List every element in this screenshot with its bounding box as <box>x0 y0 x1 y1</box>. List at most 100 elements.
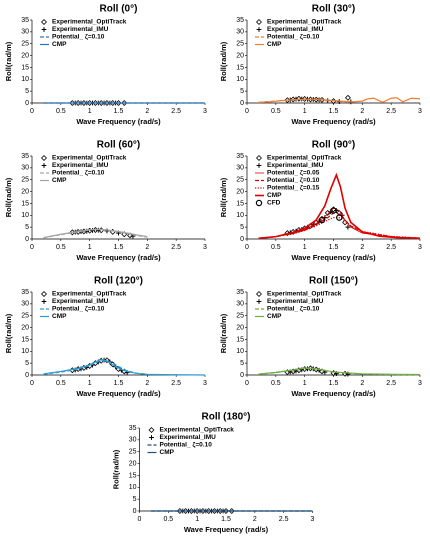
legend-label: CMP <box>160 449 175 456</box>
legend-symbol <box>256 291 262 297</box>
x-tick-label: 1 <box>88 244 92 251</box>
legend-label: Potential_ ζ=0.10 <box>267 177 320 184</box>
x-tick-label: 3 <box>203 108 207 115</box>
x-tick-label: 0 <box>30 380 34 387</box>
x-tick-label: 2.5 <box>386 380 396 387</box>
x-tick-label: 2 <box>145 380 149 387</box>
x-axis-label: Wave Frequency (rad/s) <box>291 253 376 262</box>
y-axis-label: Roll(rad/m) <box>219 313 228 353</box>
y-tick-label: 10 <box>21 348 29 355</box>
legend-symbol <box>256 155 262 161</box>
axes <box>31 292 205 376</box>
x-tick-label: 1.5 <box>221 516 231 523</box>
legend-label: Experimental_IMU <box>160 434 217 441</box>
axes <box>246 292 420 376</box>
legend-label: Potential_ ζ=0.15 <box>267 185 320 192</box>
series-line <box>258 172 421 240</box>
x-axis-label: Wave Frequency (rad/s) <box>184 525 269 534</box>
y-tick-label: 5 <box>240 360 244 367</box>
x-tick-label: 0 <box>245 244 249 251</box>
y-tick-label: 25 <box>21 313 29 320</box>
x-tick-label: 2 <box>360 244 364 251</box>
y-tick-label: 0 <box>240 100 244 107</box>
legend-label: CMP <box>267 313 282 320</box>
series-line <box>258 97 421 104</box>
y-tick-label: 25 <box>236 177 244 184</box>
y-tick-label: 15 <box>21 336 29 343</box>
x-tick-label: 1.5 <box>329 108 339 115</box>
legend-label: CMP <box>267 41 282 48</box>
x-tick-label: 1 <box>88 380 92 387</box>
axes <box>246 156 420 240</box>
x-tick-label: 0.5 <box>271 244 281 251</box>
x-tick-label: 0.5 <box>56 244 66 251</box>
x-tick-label: 1 <box>303 108 307 115</box>
legend-symbol <box>41 155 47 161</box>
chart-title: Roll (90°) <box>312 140 355 151</box>
x-tick-label: 2 <box>360 108 364 115</box>
legend-label: Potential_ ζ=0.10 <box>52 170 105 177</box>
data-point <box>104 228 110 234</box>
y-tick-label: 35 <box>236 289 244 296</box>
chart-panel: Roll (150°) Roll(rad/m) Wave Frequency (ra… <box>219 276 422 398</box>
y-tick-label: 15 <box>129 472 137 479</box>
y-tick-label: 25 <box>236 41 244 48</box>
y-tick-label: 25 <box>236 313 244 320</box>
x-tick-label: 0.5 <box>163 516 173 523</box>
x-tick-label: 0.5 <box>271 380 281 387</box>
legend-label: Experimental_IMU <box>52 298 109 305</box>
y-axis-label: Roll(rad/m) <box>219 177 228 217</box>
legend-symbol <box>41 27 47 32</box>
legend-label: CMP <box>52 41 67 48</box>
x-tick-label: 2.5 <box>171 108 181 115</box>
y-tick-label: 5 <box>25 88 29 95</box>
x-tick-label: 1.5 <box>114 108 124 115</box>
legend-label: Experimental_OptiTrack <box>52 19 127 26</box>
y-tick-label: 10 <box>21 76 29 83</box>
x-tick-label: 1.5 <box>114 380 124 387</box>
legend-label: CMP <box>52 177 67 184</box>
y-tick-label: 0 <box>133 508 137 515</box>
y-tick-label: 20 <box>21 188 29 195</box>
data-point <box>336 214 343 221</box>
legend-label: Potential_ ζ=0.10 <box>52 34 105 41</box>
y-axis-label: Roll(rad/m) <box>219 41 228 81</box>
axes <box>31 156 205 240</box>
series-line <box>258 367 421 376</box>
series-line <box>43 228 148 239</box>
y-tick-label: 25 <box>21 177 29 184</box>
x-tick-label: 3 <box>418 380 422 387</box>
legend-symbol <box>41 291 47 297</box>
y-tick-label: 0 <box>25 100 29 107</box>
legend-symbol <box>41 299 47 304</box>
legend-label: Experimental_OptiTrack <box>267 291 342 298</box>
x-tick-label: 0.5 <box>56 380 66 387</box>
legend-label: Potential_ ζ=0.10 <box>160 442 213 449</box>
legend-symbol <box>41 19 47 25</box>
legend-label: Experimental_OptiTrack <box>267 19 342 26</box>
y-axis-label: Roll(rad/m) <box>4 313 13 353</box>
y-axis-label: Roll(rad/m) <box>4 41 13 81</box>
legend-label: CFD <box>267 200 281 207</box>
y-tick-label: 5 <box>240 88 244 95</box>
y-tick-label: 15 <box>236 336 244 343</box>
y-tick-label: 30 <box>236 301 244 308</box>
y-tick-label: 0 <box>25 236 29 243</box>
x-tick-label: 1.5 <box>329 244 339 251</box>
legend-label: Potential_ ζ=0.10 <box>52 306 105 313</box>
y-tick-label: 20 <box>236 324 244 331</box>
chart-title: Roll (0°) <box>100 4 138 15</box>
x-tick-label: 0.5 <box>271 108 281 115</box>
legend-symbol <box>256 19 262 25</box>
legend-label: CMP <box>267 192 282 199</box>
x-tick-label: 1 <box>88 108 92 115</box>
x-tick-label: 1 <box>303 380 307 387</box>
x-axis-label: Wave Frequency (rad/s) <box>76 389 161 398</box>
x-tick-label: 0 <box>245 380 249 387</box>
chart-title: Roll (180°) <box>201 412 250 423</box>
x-axis-label: Wave Frequency (rad/s) <box>76 253 161 262</box>
chart-panel: Roll (120°) Roll(rad/m) Wave Frequency (ra… <box>4 276 207 398</box>
legend-label: Experimental_OptiTrack <box>52 155 127 162</box>
chart-title: Roll (60°) <box>97 140 140 151</box>
